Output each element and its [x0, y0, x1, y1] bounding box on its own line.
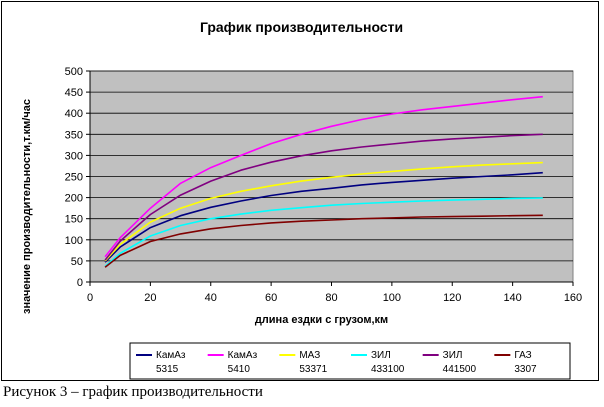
y-tick-label: 500 — [65, 66, 83, 78]
legend-label-code-5: 441500 — [443, 364, 477, 375]
legend-label-code-4: 433100 — [371, 364, 405, 375]
series-line-1 — [104, 171, 543, 263]
chart-svg: График производительности050100150200250… — [21, 19, 582, 380]
y-tick-label: 450 — [65, 87, 83, 99]
x-tick-label: 140 — [503, 292, 521, 304]
y-axis-label: значение производительности,т.км/час — [21, 99, 33, 314]
series-line-3 — [104, 161, 543, 262]
y-tick-label: 0 — [77, 277, 83, 289]
y-tick-label: 50 — [71, 256, 83, 268]
x-tick-label: 60 — [265, 292, 277, 304]
series-line-2 — [104, 95, 543, 258]
legend-label-code-6: 3307 — [514, 364, 537, 375]
y-tick-label: 350 — [65, 129, 83, 141]
legend-box — [129, 342, 571, 380]
y-tick-label: 150 — [65, 214, 83, 226]
x-tick-label: 40 — [205, 292, 217, 304]
legend-label-code-3: 53371 — [299, 364, 327, 375]
legend-label-2: КамАз — [228, 350, 258, 361]
figure-caption: Рисунок 3 – график производительности — [3, 384, 263, 400]
chart-frame: График производительности 0 50 100 150 200 250… — [1, 1, 599, 381]
series-line-5 — [104, 133, 543, 261]
legend-label-code-1: 5315 — [156, 364, 179, 375]
legend-label-1: КамАз — [156, 350, 186, 361]
x-tick-label: 160 — [564, 292, 582, 304]
legend-label-5: ЗИЛ — [443, 350, 463, 361]
series-line-6 — [104, 214, 543, 268]
y-tick-label: 200 — [65, 193, 83, 205]
y-tick-label: 400 — [65, 108, 83, 120]
legend-label-4: ЗИЛ — [371, 350, 391, 361]
x-tick-label: 80 — [325, 292, 337, 304]
legend-label-6: ГАЗ — [514, 350, 531, 361]
y-tick-label: 100 — [65, 235, 83, 247]
legend-label-code-2: 5410 — [228, 364, 251, 375]
series-line-4 — [104, 197, 543, 268]
x-tick-label: 20 — [144, 292, 156, 304]
y-tick-label: 250 — [65, 172, 83, 184]
x-tick-label: 0 — [87, 292, 93, 304]
x-tick-label: 120 — [443, 292, 461, 304]
chart-title: График производительности — [200, 19, 403, 35]
x-tick-label: 100 — [383, 292, 401, 304]
legend-label-3: МАЗ — [299, 350, 320, 361]
x-axis-label: длина ездки с грузом,км — [255, 314, 388, 326]
y-tick-label: 300 — [65, 150, 83, 162]
